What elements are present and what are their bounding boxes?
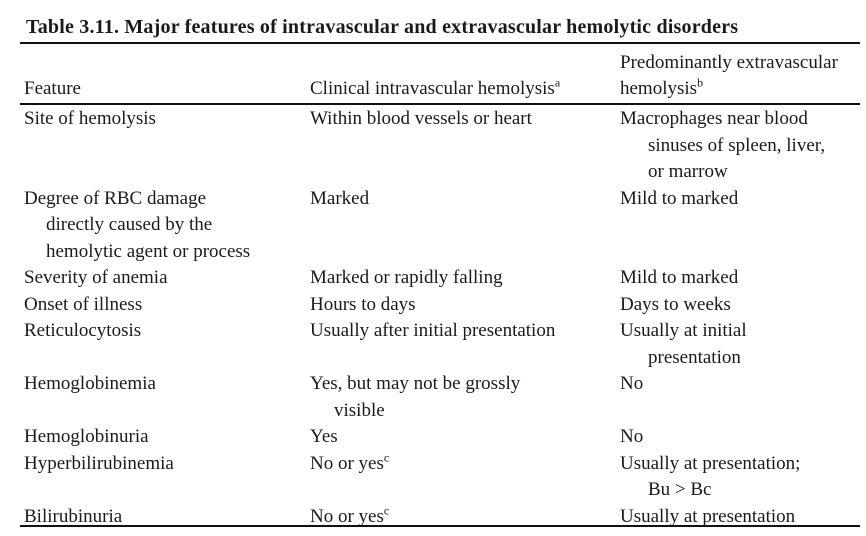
cell-line: Site of hemolysis	[24, 108, 156, 129]
footnote-marker: a	[554, 75, 561, 90]
cell-line: presentation	[648, 346, 741, 368]
intravascular-cell: No or yesc	[310, 451, 620, 504]
column-header-feature: Feature	[24, 76, 310, 102]
title-rule	[20, 42, 860, 44]
intravascular-cell: Yes	[310, 424, 620, 451]
cell-line: hemolysisb	[620, 76, 860, 102]
cell-line: Onset of illness	[24, 293, 143, 315]
cell-line: Severity of anemia	[24, 267, 168, 288]
table-row: Reticulocytosis Usually after initial pr…	[24, 318, 860, 371]
table-row: Degree of RBC damage directly caused by …	[24, 186, 860, 266]
cell-line: Within blood vessels or heart	[310, 108, 532, 129]
extravascular-cell: No	[620, 371, 860, 424]
cell-line: Marked or rapidly falling	[310, 267, 503, 288]
table-row: Site of hemolysis Within blood vessels o…	[24, 106, 860, 186]
cell-line: Degree of RBC damage	[24, 187, 207, 209]
footnote-marker: b	[697, 75, 704, 90]
table-row: Hyperbilirubinemia No or yesc Usually at…	[24, 451, 860, 504]
cell-line: or marrow	[648, 161, 728, 182]
table-header-row: Feature Clinical intravascular hemolysis…	[24, 50, 860, 102]
cell-line: visible	[334, 399, 385, 421]
cell-line: Yes	[310, 426, 338, 447]
extravascular-cell: Mild to marked	[620, 186, 860, 266]
feature-cell: Onset of illness	[24, 292, 310, 319]
bottom-rule	[20, 525, 860, 527]
cell-line: sinuses of spleen, liver,	[648, 134, 826, 156]
cell-line: Clinical intravascular hemolysisa	[310, 76, 620, 102]
intravascular-cell: Usually after initial presentation	[310, 318, 620, 371]
cell-line: Predominantly extravascular	[620, 52, 838, 73]
feature-cell: Reticulocytosis	[24, 318, 310, 371]
cell-line: Bu > Bc	[648, 479, 712, 500]
cell-line: Usually at presentation	[620, 505, 796, 527]
table-row: Hemoglobinemia Yes, but may not be gross…	[24, 371, 860, 424]
feature-cell: Hemoglobinuria	[24, 424, 310, 451]
table-row: Onset of illness Hours to days Days to w…	[24, 292, 860, 319]
extravascular-cell: Macrophages near blood sinuses of spleen…	[620, 106, 860, 186]
extravascular-cell: Days to weeks	[620, 292, 860, 319]
header-text: Clinical intravascular hemolysis	[310, 78, 555, 99]
feature-cell: Hyperbilirubinemia	[24, 451, 310, 504]
cell-line: Usually at initial	[620, 320, 747, 341]
cell-text: No or yes	[310, 505, 384, 527]
table-body: Site of hemolysis Within blood vessels o…	[24, 106, 860, 530]
cell-line: directly caused by the	[46, 214, 213, 235]
extravascular-cell: Mild to marked	[620, 265, 860, 292]
header-rule	[20, 103, 860, 105]
cell-line: Marked	[310, 187, 370, 209]
cell-line: No or yesc	[310, 504, 620, 531]
extravascular-cell: No	[620, 424, 860, 451]
cell-line: Days to weeks	[620, 293, 731, 315]
cell-line: Mild to marked	[620, 267, 739, 288]
table-row: Bilirubinuria No or yesc Usually at pres…	[24, 504, 860, 531]
extravascular-cell: Usually at presentation	[620, 504, 860, 531]
intravascular-cell: Hours to days	[310, 292, 620, 319]
feature-cell: Severity of anemia	[24, 265, 310, 292]
intravascular-cell: No or yesc	[310, 504, 620, 531]
feature-cell: Bilirubinuria	[24, 504, 310, 531]
intravascular-cell: Marked or rapidly falling	[310, 265, 620, 292]
header-text: hemolysis	[620, 78, 698, 99]
column-header-intravascular: Clinical intravascular hemolysisa	[310, 76, 620, 102]
intravascular-cell: Yes, but may not be grossly visible	[310, 371, 620, 424]
column-header-extravascular: Predominantly extravascular hemolysisb	[620, 50, 860, 102]
cell-line: Feature	[24, 78, 81, 99]
table-title: Table 3.11. Major features of intravascu…	[26, 16, 739, 38]
cell-line: Macrophages near blood	[620, 108, 808, 129]
extravascular-cell: Usually at initial presentation	[620, 318, 860, 371]
feature-cell: Hemoglobinemia	[24, 371, 310, 424]
cell-line: Hemoglobinuria	[24, 426, 149, 447]
cell-line: No	[620, 426, 644, 447]
cell-line: Yes, but may not be grossly	[310, 373, 521, 394]
table-row: Severity of anemia Marked or rapidly fal…	[24, 265, 860, 292]
feature-cell: Degree of RBC damage directly caused by …	[24, 186, 310, 266]
intravascular-cell: Within blood vessels or heart	[310, 106, 620, 186]
cell-line: Usually at presentation;	[620, 452, 801, 474]
cell-line: Hours to days	[310, 293, 416, 315]
feature-cell: Site of hemolysis	[24, 106, 310, 186]
footnote-marker: c	[383, 503, 390, 518]
cell-text: No or yes	[310, 452, 384, 474]
cell-line: No or yesc	[310, 451, 620, 478]
table-row: Hemoglobinuria Yes No	[24, 424, 860, 451]
cell-line: hemolytic agent or process	[46, 240, 251, 262]
cell-line: Hyperbilirubinemia	[24, 452, 174, 474]
cell-line: Bilirubinuria	[24, 505, 123, 527]
footnote-marker: c	[383, 450, 390, 465]
cell-line: No	[620, 373, 644, 394]
cell-line: Mild to marked	[620, 187, 739, 209]
intravascular-cell: Marked	[310, 186, 620, 266]
extravascular-cell: Usually at presentation; Bu > Bc	[620, 451, 860, 504]
cell-line: Usually after initial presentation	[310, 320, 556, 341]
cell-line: Reticulocytosis	[24, 320, 142, 341]
cell-line: Hemoglobinemia	[24, 373, 156, 394]
